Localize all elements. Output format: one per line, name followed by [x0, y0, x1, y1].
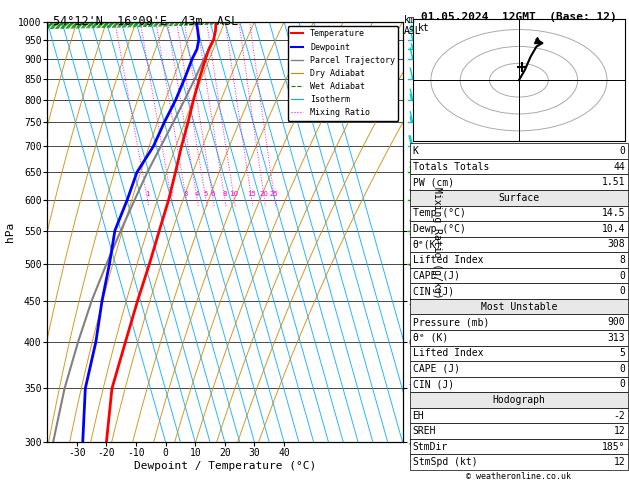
- Text: Totals Totals: Totals Totals: [413, 162, 489, 172]
- Text: 12: 12: [613, 457, 625, 467]
- Text: 1.51: 1.51: [602, 177, 625, 187]
- Y-axis label: hPa: hPa: [5, 222, 15, 242]
- Text: 54°12'N  16°09'E  43m  ASL: 54°12'N 16°09'E 43m ASL: [53, 15, 239, 28]
- Text: CAPE (J): CAPE (J): [413, 364, 460, 374]
- Text: LCL: LCL: [428, 35, 445, 45]
- Text: 44: 44: [613, 162, 625, 172]
- Legend: Temperature, Dewpoint, Parcel Trajectory, Dry Adiabat, Wet Adiabat, Isotherm, Mi: Temperature, Dewpoint, Parcel Trajectory…: [287, 26, 398, 121]
- Text: © weatheronline.co.uk: © weatheronline.co.uk: [467, 472, 571, 481]
- Text: 0: 0: [620, 146, 625, 156]
- Text: Lifted Index: Lifted Index: [413, 348, 483, 358]
- Text: 3: 3: [184, 191, 188, 197]
- Text: 2: 2: [428, 117, 433, 127]
- Text: 6: 6: [211, 191, 215, 197]
- Text: Temp (°C): Temp (°C): [413, 208, 465, 218]
- Text: θᵉ (K): θᵉ (K): [413, 333, 448, 343]
- Text: CIN (J): CIN (J): [413, 286, 454, 296]
- Text: Mixing Ratio (g/kg): Mixing Ratio (g/kg): [432, 187, 442, 299]
- Text: SREH: SREH: [413, 426, 436, 436]
- Text: Hodograph: Hodograph: [493, 395, 545, 405]
- Text: -2: -2: [613, 411, 625, 420]
- Text: 900: 900: [608, 317, 625, 327]
- Text: 01.05.2024  12GMT  (Base: 12): 01.05.2024 12GMT (Base: 12): [421, 12, 617, 22]
- Text: 185°: 185°: [602, 442, 625, 451]
- Text: Most Unstable: Most Unstable: [481, 302, 557, 312]
- Text: 0: 0: [620, 364, 625, 374]
- Text: 0: 0: [620, 286, 625, 296]
- X-axis label: Dewpoint / Temperature (°C): Dewpoint / Temperature (°C): [134, 461, 316, 470]
- Text: 10.4: 10.4: [602, 224, 625, 234]
- Text: 5: 5: [620, 348, 625, 358]
- Text: 15: 15: [247, 191, 256, 197]
- Text: 2: 2: [169, 191, 173, 197]
- Text: CAPE (J): CAPE (J): [413, 271, 460, 280]
- Text: PW (cm): PW (cm): [413, 177, 454, 187]
- Text: 308: 308: [608, 240, 625, 249]
- Text: Surface: Surface: [498, 193, 540, 203]
- Text: 0: 0: [620, 380, 625, 389]
- Text: 5: 5: [203, 191, 208, 197]
- Text: 10: 10: [230, 191, 238, 197]
- Text: CIN (J): CIN (J): [413, 380, 454, 389]
- Text: Pressure (mb): Pressure (mb): [413, 317, 489, 327]
- Text: 8: 8: [222, 191, 227, 197]
- Text: 4: 4: [428, 195, 433, 205]
- Text: 14.5: 14.5: [602, 208, 625, 218]
- Text: 20: 20: [260, 191, 269, 197]
- Text: 1: 1: [145, 191, 149, 197]
- Text: 25: 25: [270, 191, 279, 197]
- Text: 313: 313: [608, 333, 625, 343]
- Text: 0: 0: [620, 271, 625, 280]
- Text: K: K: [413, 146, 418, 156]
- Text: 8: 8: [620, 255, 625, 265]
- Text: Lifted Index: Lifted Index: [413, 255, 483, 265]
- Text: 3: 3: [428, 167, 433, 177]
- Text: 4: 4: [194, 191, 199, 197]
- Text: 12: 12: [613, 426, 625, 436]
- Text: θᵉ(K): θᵉ(K): [413, 240, 442, 249]
- Text: EH: EH: [413, 411, 425, 420]
- Text: Dewp (°C): Dewp (°C): [413, 224, 465, 234]
- Text: kt: kt: [418, 23, 429, 33]
- Text: StmSpd (kt): StmSpd (kt): [413, 457, 477, 467]
- Text: StmDir: StmDir: [413, 442, 448, 451]
- Text: km
ASL: km ASL: [404, 15, 421, 36]
